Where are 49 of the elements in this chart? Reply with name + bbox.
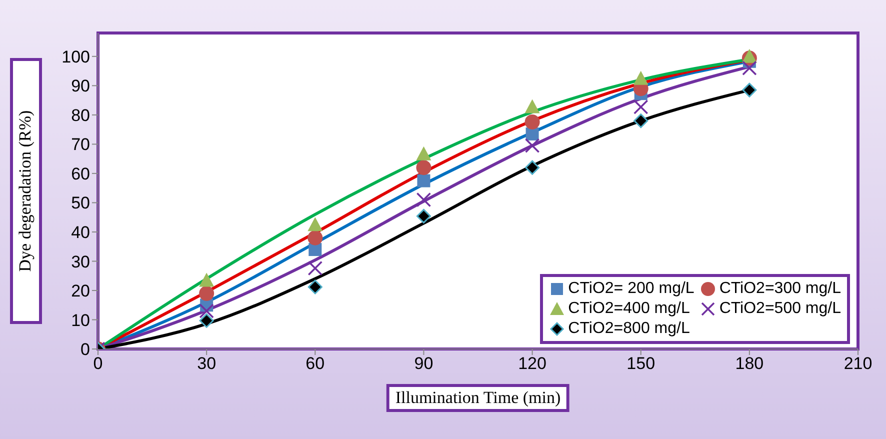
legend-label: CTiO2= 200 mg/L xyxy=(568,280,694,298)
y-tick-label: 30 xyxy=(71,252,90,272)
x-tick-label: 120 xyxy=(518,354,546,374)
y-tick-label: 50 xyxy=(71,194,90,213)
y-axis-title: Dye degeradation (R%) xyxy=(16,110,36,272)
point xyxy=(742,48,757,63)
point xyxy=(524,99,540,114)
point xyxy=(308,230,323,246)
point xyxy=(416,146,432,160)
y-tick-label: 90 xyxy=(71,76,90,96)
point xyxy=(633,100,648,114)
point xyxy=(633,70,648,85)
legend-label: CTiO2=500 mg/L xyxy=(719,300,841,318)
point xyxy=(199,272,214,287)
legend-label: CTiO2=300 mg/L xyxy=(719,280,841,298)
y-tick-label: 10 xyxy=(71,310,90,330)
point xyxy=(199,313,214,328)
x-tick-label: 90 xyxy=(414,354,434,374)
x-tick-label: 60 xyxy=(306,354,325,374)
x-tick-label: 30 xyxy=(197,354,216,374)
point xyxy=(308,280,322,294)
point xyxy=(416,192,432,208)
point xyxy=(742,82,757,98)
y-tick-label: 70 xyxy=(71,135,90,154)
x-axis-title: Illumination Time (min) xyxy=(386,384,570,412)
point xyxy=(417,174,430,188)
x-tick-label: 150 xyxy=(626,354,656,374)
point xyxy=(524,114,540,130)
y-tick-label: 40 xyxy=(71,223,90,242)
y-tick-label: 20 xyxy=(71,282,90,301)
x-tick-label: 180 xyxy=(735,354,764,374)
point xyxy=(416,160,432,176)
y-tick-label: 100 xyxy=(62,47,90,66)
point xyxy=(199,286,214,301)
point xyxy=(742,60,757,76)
y-tick-label: 80 xyxy=(71,106,90,125)
legend-label: CTiO2=800 mg/L xyxy=(568,320,690,338)
y-tick-label: 0 xyxy=(80,340,90,360)
y-tick-label: 60 xyxy=(71,164,90,184)
point xyxy=(525,160,540,175)
x-tick-label: 0 xyxy=(93,354,103,374)
legend-label: CTiO2=400 mg/L xyxy=(568,300,690,318)
point xyxy=(308,217,323,232)
x-tick-label: 210 xyxy=(844,354,872,374)
point xyxy=(308,260,323,276)
point xyxy=(634,114,648,128)
point xyxy=(199,304,214,318)
point xyxy=(416,208,431,224)
point xyxy=(524,138,540,154)
